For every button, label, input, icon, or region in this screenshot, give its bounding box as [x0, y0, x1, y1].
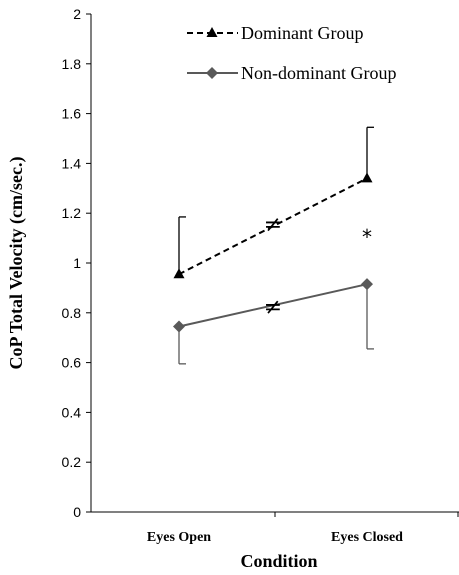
x-axis: Eyes Open Eyes Closed — [91, 511, 459, 545]
annotation: * — [362, 225, 372, 249]
legend: Dominant Group Non-dominant Group — [187, 23, 396, 83]
error-bars — [178, 126, 374, 365]
y-tick-label: 1.6 — [62, 106, 82, 122]
point-diamond — [361, 278, 373, 291]
legend-label: Dominant Group — [241, 23, 363, 43]
legend-label: Non-dominant Group — [241, 63, 396, 83]
y-tick-label: 1.2 — [62, 205, 82, 221]
y-tick-label: 0.4 — [62, 404, 82, 420]
series-group — [173, 172, 373, 333]
y-axis-label: CoP Total Velocity (cm/sec.) — [6, 157, 27, 370]
x-tick-label: Eyes Closed — [331, 530, 403, 545]
point-triangle — [206, 27, 218, 37]
y-tick-label: 0.2 — [62, 454, 82, 470]
y-axis: 0 0.2 0.4 0.6 0.8 1 1.2 1.4 1.6 1.8 2 — [62, 6, 92, 520]
series-line — [178, 177, 368, 276]
point-diamond — [173, 320, 185, 333]
y-tick-label: 0.6 — [62, 355, 82, 371]
annotation: ≠ — [264, 295, 282, 320]
y-tick-label: 1.4 — [62, 155, 82, 171]
point-triangle — [173, 268, 185, 279]
y-tick-label: 0.8 — [62, 305, 82, 321]
annotation: ≠ — [264, 213, 282, 238]
y-tick-label: 0 — [73, 504, 81, 520]
annotations: ≠ ≠ * — [264, 213, 372, 320]
x-axis-label: Condition — [240, 551, 317, 571]
point-diamond — [206, 67, 218, 79]
y-tick-label: 1 — [73, 255, 81, 271]
x-tick-label: Eyes Open — [147, 530, 211, 545]
y-tick-label: 2 — [73, 6, 81, 22]
point-triangle — [361, 172, 373, 183]
y-tick-label: 1.8 — [62, 56, 82, 72]
series-line — [178, 283, 368, 328]
